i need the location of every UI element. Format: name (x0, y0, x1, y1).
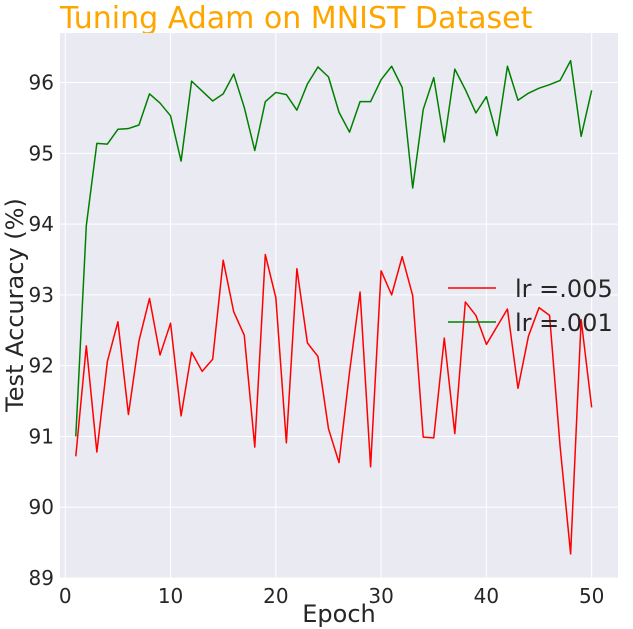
x-axis-title: Epoch (302, 600, 376, 628)
series-lines (75, 59, 593, 555)
x-tick-label: 10 (158, 584, 183, 608)
x-tick-label: 40 (474, 584, 499, 608)
y-tick-label: 95 (29, 141, 54, 165)
grid (60, 33, 618, 579)
x-tick-label: 20 (263, 584, 288, 608)
x-tick-label: 30 (368, 584, 393, 608)
legend: lr =.005 lr =.001 (448, 275, 613, 337)
legend-label: lr =.005 (515, 275, 613, 303)
x-tick-labels: 0 10 20 30 40 50 (59, 584, 605, 608)
y-tick-label: 94 (29, 212, 54, 236)
plot-area (60, 33, 618, 578)
y-tick-label: 89 (29, 566, 54, 590)
y-axis-title: Test Accuracy (%) (1, 198, 29, 413)
x-tick-label: 50 (579, 584, 604, 608)
y-tick-label: 90 (29, 495, 54, 519)
series-line-1 (75, 59, 593, 437)
series-line-0 (75, 253, 593, 555)
legend-label: lr =.001 (515, 309, 613, 337)
chart-title: Tuning Adam on MNIST Dataset (59, 1, 533, 36)
y-tick-label: 91 (29, 424, 54, 448)
y-tick-label: 92 (29, 354, 54, 378)
x-tick-label: 0 (59, 584, 72, 608)
y-tick-labels: 89 90 91 92 93 94 95 96 (29, 71, 54, 590)
y-tick-label: 96 (29, 71, 54, 95)
y-tick-label: 93 (29, 283, 54, 307)
